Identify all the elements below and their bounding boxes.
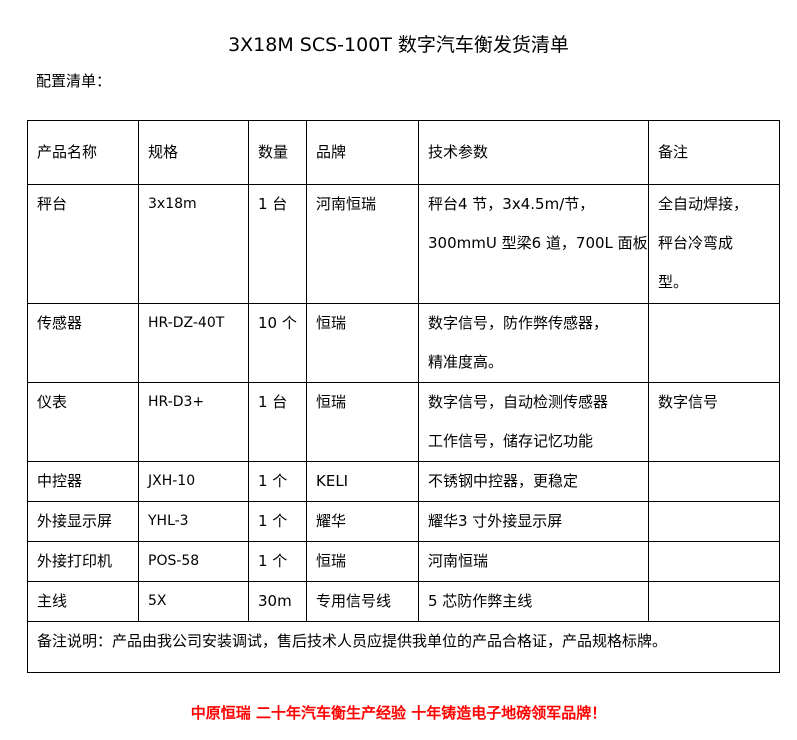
table-row: 外接打印机 POS-58 1 个恒瑞 河南恒瑞 — [27, 541, 780, 582]
note-row: 备注说明：产品由我公司安装调试，售后技术人员应提供我单位的产品合格证，产品规格标… — [27, 621, 780, 673]
header-cell: 数量 — [248, 120, 307, 185]
remark-cell — [648, 541, 780, 582]
section-label: 配置清单： — [36, 72, 112, 90]
tech-params-cell-line: 工作信号，储存记忆功能 — [428, 432, 594, 450]
tech-params-cell: 秤台4 节，3x4.5m/节， 300mmU 型梁6 道，700L 面板 — [418, 184, 649, 304]
tech-params-cell-line: 数字信号，自动检测传感器 — [428, 393, 609, 411]
product-name-cell: 仪表 — [27, 382, 139, 462]
tech-params-cell-line: 精准度高。 — [428, 353, 504, 371]
remark-cell-line: 秤台冷弯成 — [658, 234, 734, 252]
quantity-cell: 10 个 — [248, 303, 307, 383]
tech-params-cell-line: 河南恒瑞 — [428, 552, 489, 570]
remark-cell-line: 型。 — [658, 273, 689, 291]
header-cell: 品牌 — [306, 120, 419, 185]
note-text: 备注说明：产品由我公司安装调试，售后技术人员应提供我单位的产品合格证，产品规格标… — [27, 621, 780, 673]
spec-cell: 5X — [138, 581, 249, 622]
table-row: 秤台 3x18m 1 台河南恒瑞 秤台4 节，3x4.5m/节， 300mmU 型梁6 … — [27, 184, 780, 304]
table-row: 外接显示屏 YHL-3 1 个耀华 耀华3 寸外接显示屏 — [27, 501, 780, 542]
header-cell: 产品名称 — [27, 120, 139, 185]
spec-cell: POS-58 — [138, 541, 249, 582]
header-cell: 规格 — [138, 120, 249, 185]
tech-params-cell-line: 秤台4 节，3x4.5m/节， — [428, 195, 595, 213]
table-row: 传感器 HR-DZ-40T 10 个恒瑞 数字信号，防作弊传感器， 精准度高。 — [27, 303, 780, 383]
tech-params-cell-line: 不锈钢中控器，更稳定 — [428, 472, 579, 490]
brand-cell: 专用信号线 — [306, 581, 419, 622]
tech-params-cell: 河南恒瑞 — [418, 541, 649, 582]
brand-cell: 耀华 — [306, 501, 419, 542]
document-title: 3X18M SCS-100T 数字汽车衡发货清单 — [228, 34, 569, 56]
brand-cell: 恒瑞 — [306, 382, 419, 462]
quantity-cell: 1 个 — [248, 501, 307, 542]
remark-cell-line: 数字信号 — [658, 393, 719, 411]
header-cell: 技术参数 — [418, 120, 649, 185]
spec-cell: YHL-3 — [138, 501, 249, 542]
table-header-row: 产品名称 规格 数量 品牌 技术参数 备注 — [27, 120, 780, 185]
tech-params-cell: 数字信号，防作弊传感器， 精准度高。 — [418, 303, 649, 383]
remark-cell — [648, 501, 780, 542]
tech-params-cell: 不锈钢中控器，更稳定 — [418, 461, 649, 502]
spec-cell: HR-DZ-40T — [138, 303, 249, 383]
spec-cell: JXH-10 — [138, 461, 249, 502]
product-name-cell: 外接打印机 — [27, 541, 139, 582]
header-cell: 备注 — [648, 120, 780, 185]
product-name-cell: 传感器 — [27, 303, 139, 383]
tech-params-cell-line: 300mmU 型梁6 道，700L 面板 — [428, 234, 648, 252]
table-row: 主线 5X 30m 专用信号线 5 芯防作弊主线 — [27, 581, 780, 622]
tech-params-cell-line: 数字信号，防作弊传感器， — [428, 314, 609, 332]
brand-cell: 河南恒瑞 — [306, 184, 419, 304]
quantity-cell: 1 台 — [248, 382, 307, 462]
brand-cell: 恒瑞 — [306, 541, 419, 582]
tech-params-cell-line: 耀华3 寸外接显示屏 — [428, 512, 563, 530]
quantity-cell: 1 台 — [248, 184, 307, 304]
brand-cell: 恒瑞 — [306, 303, 419, 383]
quantity-cell: 1 个 — [248, 541, 307, 582]
spec-cell: HR-D3+ — [138, 382, 249, 462]
product-name-cell: 中控器 — [27, 461, 139, 502]
remark-cell — [648, 461, 780, 502]
remark-cell: 全自动焊接， 秤台冷弯成型。 — [648, 184, 780, 304]
quantity-cell: 1 个 — [248, 461, 307, 502]
remark-cell — [648, 581, 780, 622]
product-name-cell: 外接显示屏 — [27, 501, 139, 542]
remark-cell-line: 全自动焊接， — [658, 195, 749, 213]
tech-params-cell: 耀华3 寸外接显示屏 — [418, 501, 649, 542]
quantity-cell: 30m — [248, 581, 307, 622]
table-row: 仪表 HR-D3+ 1 台恒瑞 数字信号，自动检测传感器 工作信号，储存记忆功能 数字信号 — [27, 382, 780, 462]
tech-params-cell: 数字信号，自动检测传感器 工作信号，储存记忆功能 — [418, 382, 649, 462]
remark-cell: 数字信号 — [648, 382, 780, 462]
tech-params-cell: 5 芯防作弊主线 — [418, 581, 649, 622]
spec-cell: 3x18m — [138, 184, 249, 304]
tech-params-cell-line: 5 芯防作弊主线 — [428, 592, 533, 610]
product-name-cell: 主线 — [27, 581, 139, 622]
product-name-cell: 秤台 — [27, 184, 139, 304]
remark-cell — [648, 303, 780, 383]
shipping-list-table: 产品名称 规格 数量 品牌 技术参数 备注 秤台 3x18m 1 台河南恒瑞 秤台4 … — [27, 120, 780, 673]
footer-slogan: 中原恒瑞 二十年汽车衡生产经验 十年铸造电子地磅领军品牌！ — [190, 704, 607, 722]
brand-cell: KELI — [306, 461, 419, 502]
table-row: 中控器 JXH-10 1 个 KELI 不锈钢中控器，更稳定 — [27, 461, 780, 502]
